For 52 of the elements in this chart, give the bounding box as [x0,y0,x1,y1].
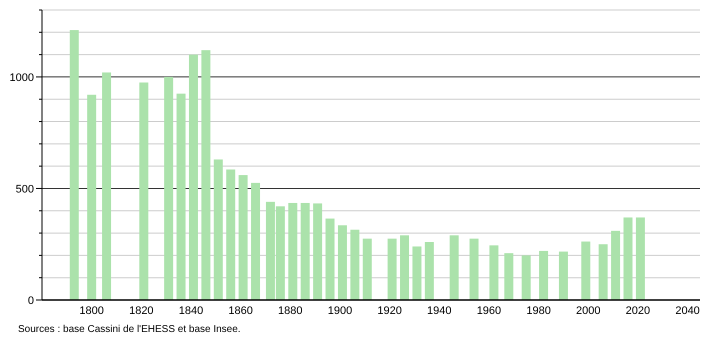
bar [326,218,335,300]
bar [522,255,531,300]
bar [188,54,198,300]
bar [139,82,148,300]
bar [201,50,210,300]
x-tick-label: 1860 [228,305,253,317]
bar [226,170,236,300]
x-tick-label: 2020 [626,305,650,317]
x-tick-label: 1820 [129,305,154,317]
x-tick-label: 1900 [328,305,352,317]
bar [214,159,223,300]
x-tick-label: 1960 [476,305,502,317]
x-tick-label: 2040 [675,305,700,317]
bar [400,235,410,300]
bar [611,230,620,300]
bar [102,72,112,300]
bar [504,253,514,300]
bar [424,242,434,300]
bar [350,230,360,300]
bar [313,203,322,300]
bar [598,244,608,300]
y-tick-label: 500 [16,183,34,196]
bar [450,235,459,300]
y-tick-label: 1000 [10,72,34,84]
bar [470,238,479,300]
bar [164,76,174,300]
x-tick-label: 2000 [576,305,601,317]
x-tick-label: 1800 [79,305,104,317]
bar [70,30,79,300]
bar [388,238,397,300]
x-tick-label: 1980 [526,305,551,317]
bar [623,217,632,300]
x-tick-label: 1940 [427,305,452,317]
bar [412,246,422,300]
bar [300,202,310,300]
x-tick-label: 1840 [178,305,204,317]
bar [176,94,186,300]
bar [87,94,96,300]
bar [238,175,248,300]
bar [558,252,568,300]
bar [288,202,298,300]
bar [636,217,645,300]
y-tick-label: 0 [28,294,34,307]
bar [489,245,498,300]
x-tick-label: 1920 [377,305,402,317]
source-note: Sources : base Cassini de l'EHESS et base Insee. [18,324,241,335]
bar [338,225,347,300]
bar [581,242,590,300]
bar [362,238,372,300]
bar [539,250,548,300]
x-tick-label: 1880 [278,305,303,317]
bar [251,182,260,300]
